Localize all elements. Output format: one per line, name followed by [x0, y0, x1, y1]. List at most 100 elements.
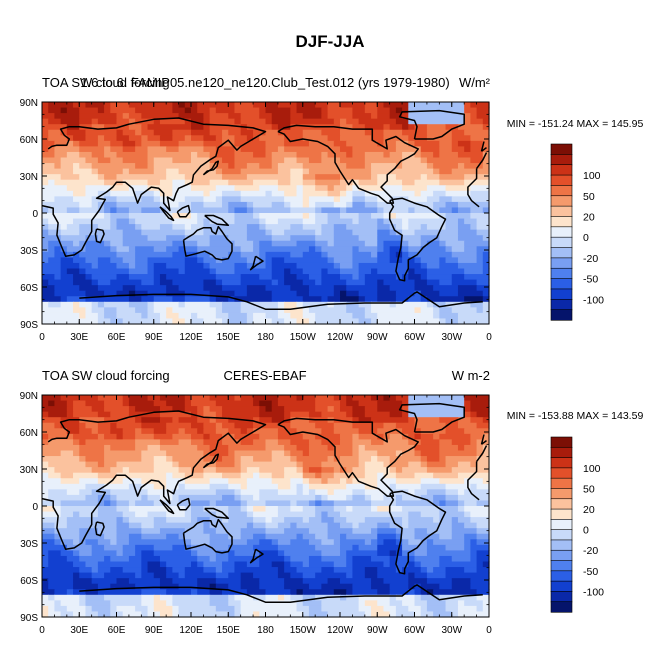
contour-cell	[426, 489, 447, 496]
contour-cell	[327, 257, 335, 264]
contour-cell	[48, 224, 62, 231]
map-field	[41, 102, 490, 325]
contour-cell	[265, 439, 279, 446]
contour-cell	[420, 296, 428, 303]
contour-cell	[377, 207, 385, 214]
contour-cell	[222, 406, 260, 413]
contour-cell	[178, 113, 205, 120]
contour-cell	[358, 444, 366, 452]
contour-cell	[464, 113, 471, 120]
contour-cell	[259, 213, 304, 220]
contour-cell	[340, 594, 347, 601]
contour-cell	[60, 478, 80, 485]
contour-cell	[277, 400, 316, 407]
contour-cell	[439, 478, 465, 485]
contour-cell	[191, 129, 211, 136]
contour-cell	[85, 246, 111, 253]
contour-cell	[358, 433, 378, 440]
contour-cell	[128, 395, 149, 402]
contour-cell	[364, 600, 378, 607]
contour-cell	[79, 174, 99, 181]
contour-cell	[371, 611, 391, 618]
contour-cell	[302, 113, 322, 120]
contour-cell	[290, 539, 310, 546]
contour-cell	[73, 583, 99, 590]
contour-cell	[476, 279, 490, 286]
contour-cell	[66, 151, 80, 159]
contour-cell	[203, 135, 217, 142]
contour-cell	[60, 500, 99, 507]
contour-cell	[371, 605, 385, 613]
contour-cell	[209, 218, 236, 225]
contour-cell	[215, 107, 236, 114]
contour-cell	[215, 567, 223, 574]
contour-cell	[85, 240, 105, 247]
contour-cell	[110, 146, 124, 153]
contour-cell	[395, 555, 416, 563]
contour-cell	[340, 274, 354, 281]
contour-cell	[302, 489, 310, 496]
coastline	[182, 518, 233, 554]
contour-cell	[426, 550, 471, 557]
contour-cell	[104, 312, 118, 320]
contour-cell	[433, 301, 447, 308]
contour-cell	[48, 135, 68, 142]
contour-cell	[470, 190, 490, 197]
x-tick-label: 30W	[441, 625, 462, 636]
contour-cell	[79, 151, 93, 159]
contour-cell	[389, 461, 409, 468]
contour-cell	[222, 456, 236, 463]
contour-cell	[383, 395, 391, 402]
contour-cell	[433, 433, 440, 440]
contour-cell	[290, 555, 310, 563]
contour-cell	[141, 456, 155, 463]
contour-cell	[377, 589, 391, 596]
contour-cell	[346, 151, 354, 159]
contour-cell	[364, 611, 372, 618]
contour-cell	[54, 151, 68, 159]
contour-cell	[315, 213, 329, 220]
contour-cell	[333, 422, 354, 429]
contour-cell	[42, 567, 80, 574]
contour-cell	[60, 240, 74, 247]
contour-cell	[228, 611, 236, 618]
contour-cell	[271, 290, 298, 297]
contour-cell	[470, 511, 490, 518]
contour-cell	[271, 257, 285, 264]
contour-cell	[209, 124, 242, 131]
contour-cell	[234, 450, 273, 457]
contour-cell	[445, 572, 490, 579]
contour-cell	[395, 395, 409, 402]
contour-cell	[426, 296, 465, 303]
contour-cell	[439, 433, 471, 440]
contour-cell	[42, 179, 49, 186]
contour-cell	[439, 262, 459, 270]
contour-cell	[259, 555, 285, 563]
contour-cell	[333, 290, 341, 297]
coastline	[480, 141, 487, 152]
contour-cell	[203, 522, 211, 529]
contour-cell	[85, 422, 99, 429]
contour-cell	[128, 578, 161, 585]
contour-cell	[290, 118, 335, 125]
colorbar-label: 0	[583, 232, 589, 244]
contour-cell	[222, 411, 260, 418]
contour-cell	[91, 124, 105, 131]
contour-cell	[228, 163, 236, 170]
contour-cell	[85, 290, 105, 297]
contour-cell	[259, 113, 273, 120]
contour-cell	[203, 472, 223, 479]
contour-cell	[48, 411, 68, 418]
contour-cell	[315, 406, 329, 413]
contour-cell	[277, 544, 316, 551]
contour-cell	[383, 218, 391, 225]
contour-cell	[60, 107, 68, 114]
contour-cell	[97, 168, 124, 175]
contour-cell	[104, 450, 142, 457]
contour-cell	[116, 539, 130, 546]
contour-cell	[377, 478, 397, 485]
contour-cell	[420, 605, 428, 613]
contour-cell	[364, 461, 385, 468]
contour-cell	[141, 594, 155, 601]
contour-cell	[377, 113, 391, 120]
